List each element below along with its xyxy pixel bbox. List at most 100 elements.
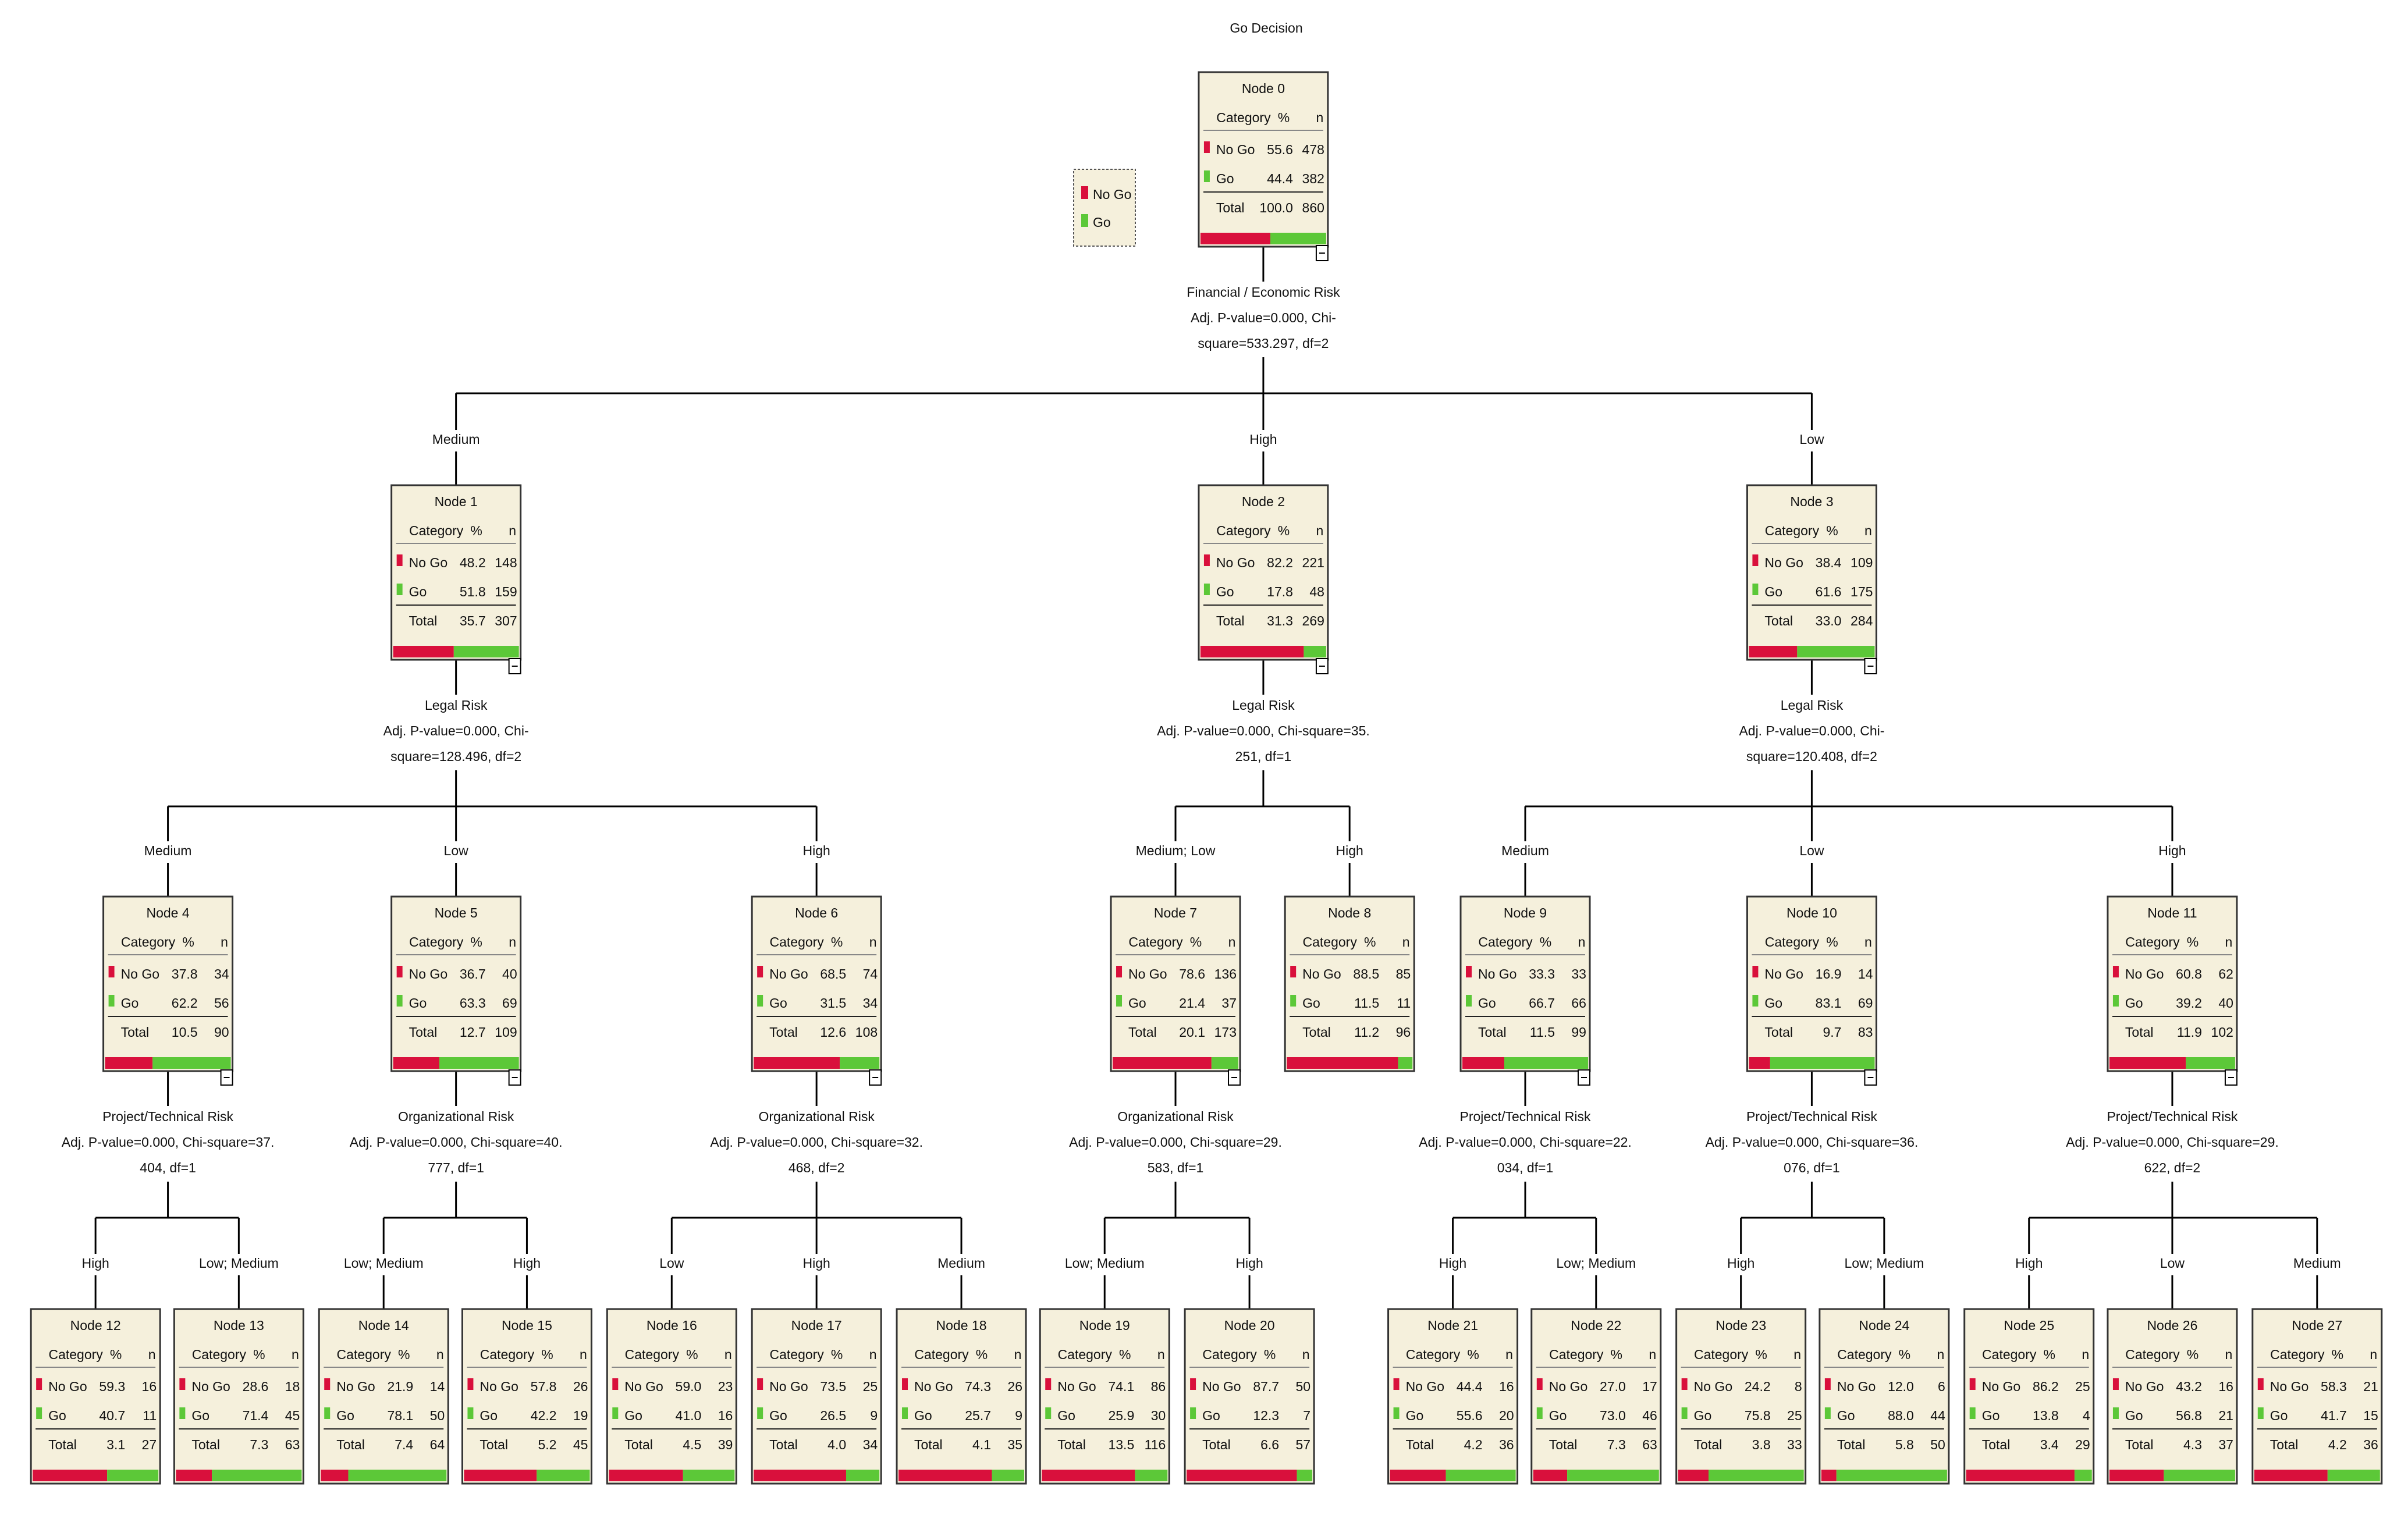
node-title: Node 11 — [2147, 905, 2197, 920]
split-text: 622, df=2 — [2144, 1160, 2201, 1175]
pct-value: 78.6 — [1179, 966, 1205, 982]
go-bar — [1445, 1470, 1516, 1481]
header-n: n — [1157, 1347, 1165, 1362]
nogo-bar — [1749, 1057, 1770, 1069]
go-bar — [1567, 1470, 1659, 1481]
header-n: n — [1228, 934, 1236, 950]
go-bar — [107, 1470, 159, 1481]
header-n: n — [148, 1347, 156, 1362]
total-label: Total — [1202, 1437, 1231, 1452]
header-pct: % — [2187, 1347, 2199, 1362]
category-label: No Go — [769, 966, 808, 982]
go-bar — [1504, 1057, 1588, 1069]
pct-value: 6.6 — [1260, 1437, 1279, 1452]
go-bar — [348, 1470, 447, 1481]
pct-value: 68.5 — [820, 966, 846, 982]
split-text: 777, df=1 — [428, 1160, 484, 1175]
nogo-bar — [754, 1470, 846, 1481]
header-category: Category — [1058, 1347, 1113, 1362]
node-title: Node 23 — [1716, 1318, 1766, 1333]
pct-value: 7.4 — [395, 1437, 413, 1452]
n-value: 37 — [1221, 995, 1237, 1011]
header-category: Category — [769, 934, 824, 950]
n-value: 14 — [430, 1379, 445, 1394]
edge-label: High — [1336, 843, 1363, 858]
pct-value: 11.5 — [1354, 995, 1379, 1011]
pct-value: 41.7 — [2321, 1408, 2347, 1423]
header-pct: % — [253, 1347, 265, 1362]
header-pct: % — [541, 1347, 553, 1362]
node-title: Node 2 — [1242, 494, 1285, 509]
category-label: Go — [409, 584, 427, 599]
category-label: No Go — [1202, 1379, 1241, 1394]
go-bar — [537, 1470, 590, 1481]
n-value: 108 — [855, 1025, 878, 1040]
split-text: 251, df=1 — [1235, 749, 1292, 764]
n-value: 307 — [495, 613, 517, 628]
n-value: 50 — [1930, 1437, 1945, 1452]
n-value: 11 — [143, 1408, 157, 1423]
category-swatch — [1203, 141, 1210, 153]
n-value: 85 — [1396, 966, 1411, 982]
category-label: No Go — [191, 1379, 230, 1394]
edge-label: High — [2015, 1256, 2043, 1271]
category-swatch — [2112, 1407, 2119, 1419]
nogo-bar — [1749, 646, 1798, 657]
go-bar — [2164, 1470, 2235, 1481]
legend-label: Go — [1093, 215, 1111, 230]
n-value: 39 — [718, 1437, 733, 1452]
category-label: No Go — [1764, 555, 1803, 570]
header-category: Category — [1982, 1347, 2037, 1362]
n-value: 45 — [285, 1408, 300, 1423]
edge-label: Low; Medium — [1065, 1256, 1145, 1271]
category-label: Go — [409, 995, 427, 1011]
category-label: Go — [1764, 584, 1782, 599]
node-title: Node 12 — [70, 1318, 121, 1333]
pct-value: 5.2 — [538, 1437, 556, 1452]
n-value: 25 — [863, 1379, 878, 1394]
edge-label: Medium — [937, 1256, 985, 1271]
header-n: n — [1302, 1347, 1310, 1362]
header-n: n — [1014, 1347, 1022, 1362]
n-value: 30 — [1151, 1408, 1166, 1423]
n-value: 19 — [573, 1408, 588, 1423]
pct-value: 25.7 — [965, 1408, 991, 1423]
split-text: Project/Technical Risk — [2107, 1109, 2237, 1124]
category-swatch — [396, 995, 403, 1007]
category-swatch — [757, 1378, 763, 1390]
node-title: Node 21 — [1427, 1318, 1478, 1333]
category-swatch — [1752, 554, 1759, 566]
edge-label: Medium — [2293, 1256, 2341, 1271]
node-title: Node 9 — [1504, 905, 1547, 920]
edge-label: High — [1249, 432, 1277, 447]
node-title: Node 18 — [936, 1318, 987, 1333]
header-n: n — [221, 934, 228, 950]
split-text: Adj. P-value=0.000, Chi-square=35. — [1157, 723, 1370, 738]
total-label: Total — [1982, 1437, 2011, 1452]
header-category: Category — [769, 1347, 824, 1362]
n-value: 34 — [863, 1437, 878, 1452]
n-value: 37 — [2218, 1437, 2233, 1452]
n-value: 33 — [1787, 1437, 1802, 1452]
n-value: 36 — [2363, 1437, 2378, 1452]
header-pct: % — [1278, 523, 1290, 538]
node-box — [2107, 895, 2238, 1072]
nogo-bar — [176, 1470, 212, 1481]
pct-value: 20.1 — [1179, 1025, 1205, 1040]
category-swatch — [1536, 1378, 1543, 1390]
header-category: Category — [409, 523, 464, 538]
n-value: 64 — [430, 1437, 445, 1452]
go-bar — [1297, 1470, 1313, 1481]
header-category: Category — [1549, 1347, 1604, 1362]
n-value: 56 — [214, 995, 229, 1011]
category-label: Go — [1216, 584, 1234, 599]
n-value: 63 — [285, 1437, 300, 1452]
n-value: 8 — [1795, 1379, 1802, 1394]
n-value: 21 — [2218, 1408, 2233, 1423]
nogo-bar — [1462, 1057, 1504, 1069]
pct-value: 36.7 — [460, 966, 486, 982]
split-text: Organizational Risk — [398, 1109, 514, 1124]
category-label: No Go — [1982, 1379, 2020, 1394]
pct-value: 9.7 — [1823, 1025, 1841, 1040]
split-text: square=533.297, df=2 — [1198, 336, 1329, 351]
